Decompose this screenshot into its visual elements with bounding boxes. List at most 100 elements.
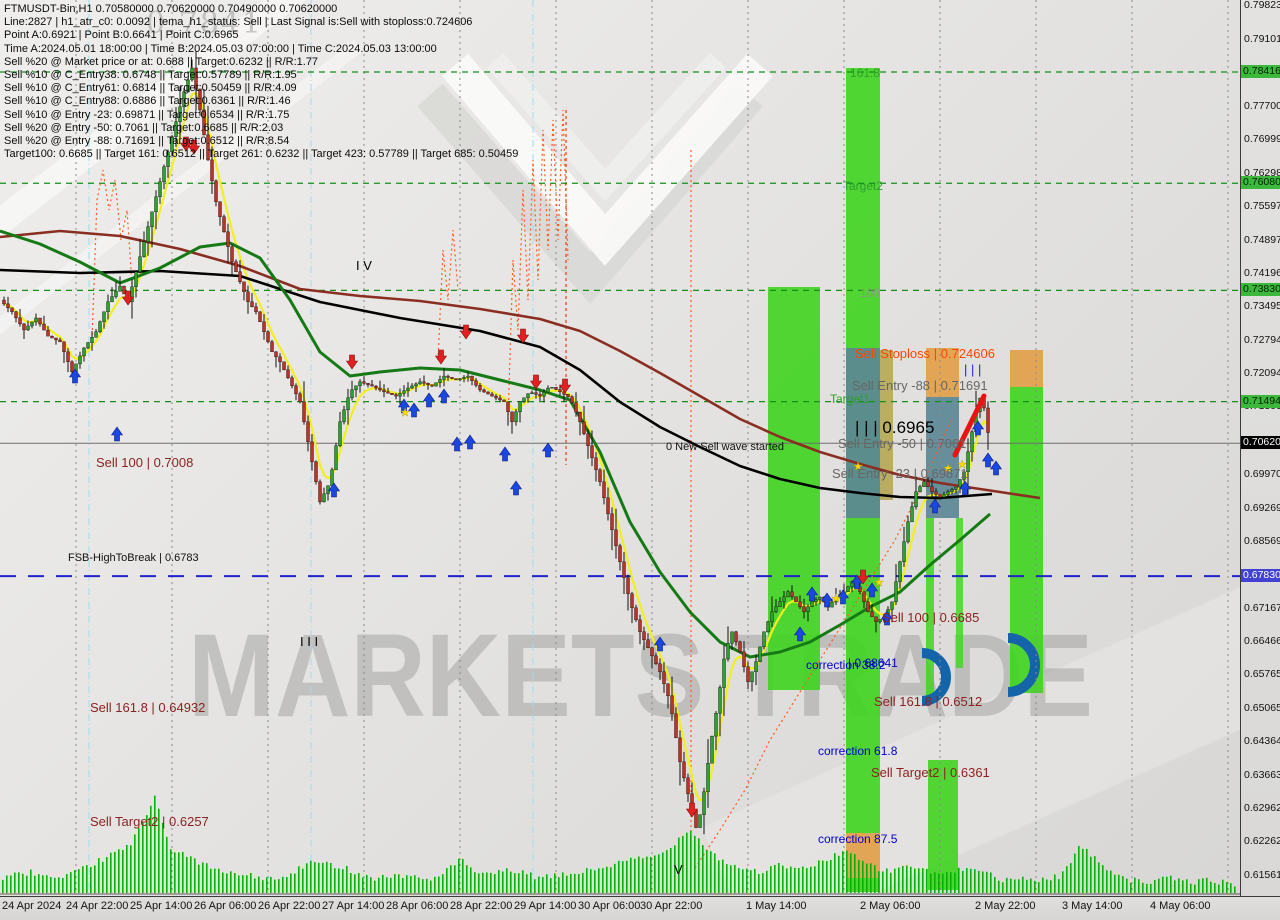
candle-body: [358, 381, 362, 387]
candle-body: [42, 323, 46, 331]
volume-bar: [702, 845, 704, 893]
volume-bar: [642, 858, 644, 893]
volume-bar: [910, 866, 912, 893]
volume-bar: [514, 873, 516, 893]
volume-bar: [1166, 876, 1168, 893]
volume-bar: [542, 877, 544, 893]
volume-bar: [1102, 865, 1104, 893]
candle-body: [182, 91, 186, 108]
info-line-7: Sell %10 @ C_Entry88: 0.6886 || Target:0…: [4, 95, 291, 108]
volume-bar: [70, 872, 72, 893]
candle-body: [314, 461, 318, 483]
volume-bar: [470, 867, 472, 893]
volume-bar: [798, 867, 800, 893]
volume-bar: [226, 873, 228, 893]
candle-body: [506, 401, 510, 413]
price-axis[interactable]: 0.79823 0.79101 0.77700 0.76999 0.76298 0.755…: [1240, 0, 1280, 920]
candle-body: [38, 317, 42, 325]
candle-body: [274, 351, 278, 358]
candle-body: [702, 791, 706, 815]
buy-arrow-icon: [928, 498, 942, 514]
volume-bar: [218, 868, 220, 893]
candle-body: [966, 451, 970, 473]
star-icon: ★: [874, 577, 884, 589]
volume-bar: [238, 875, 240, 893]
price-tick: 0.62262: [1244, 835, 1280, 848]
candle-body: [874, 616, 878, 623]
candle-body: [550, 387, 554, 389]
envelope-segment: [437, 229, 459, 361]
volume-bar: [698, 838, 700, 893]
vertical-gridlines: [75, 0, 1229, 893]
buy-arrow-icon: [450, 436, 464, 452]
volume-bar: [1054, 874, 1056, 893]
volume-bar: [930, 873, 932, 893]
volume-bar: [190, 856, 192, 893]
info-line-9: Sell %20 @ Entry -50: 0.7061 || Target:0…: [4, 121, 284, 134]
candle-body: [794, 596, 798, 603]
volume-bar: [18, 872, 20, 893]
volume-bar: [654, 855, 656, 893]
price-tick: 0.74196: [1244, 266, 1280, 279]
volume-bar: [758, 874, 760, 893]
candle-body: [234, 261, 238, 273]
candle-body: [546, 387, 550, 393]
volume-bar: [66, 874, 68, 893]
sell-arrow-icon: [856, 569, 870, 585]
candle-body: [718, 687, 722, 714]
volume-bar: [822, 860, 824, 893]
candle-body: [346, 397, 350, 411]
buy-arrow-icon: [498, 446, 512, 462]
candle-body: [230, 246, 234, 263]
volume-bar: [1146, 883, 1148, 893]
chart-canvas[interactable]: MARKETS TRADE ★★★★★ ★: [0, 0, 1240, 920]
candle-body: [778, 601, 782, 608]
candle-body: [670, 695, 674, 715]
candle-body: [630, 593, 634, 609]
candle-body: [382, 389, 386, 393]
volume-bar: [874, 865, 876, 893]
volume-bar: [994, 877, 996, 893]
volume-bar: [686, 832, 688, 893]
volume-bar: [234, 873, 236, 893]
background-decor: [0, 0, 1240, 920]
envelope-dotted-lines: [91, 109, 953, 869]
candle-body: [942, 494, 946, 498]
volume-bar: [734, 864, 736, 893]
volume-bar: [1234, 886, 1236, 893]
candle-body: [278, 356, 282, 363]
candle-body: [418, 381, 422, 385]
volume-bar: [1202, 878, 1204, 893]
volume-bar: [430, 880, 432, 893]
candle-body: [706, 763, 710, 793]
volume-bar: [166, 836, 168, 893]
volume-bar: [282, 876, 284, 893]
candle-body: [766, 621, 770, 633]
volume-bar: [1162, 876, 1164, 893]
candle-body: [790, 591, 794, 598]
volume-bar: [902, 865, 904, 893]
candle-body: [554, 387, 558, 390]
candle-body: [598, 469, 602, 483]
candle-body: [446, 375, 450, 378]
volume-bar: [630, 857, 632, 893]
candle-body: [566, 394, 570, 397]
volume-bar: [154, 795, 156, 893]
candle-body: [2, 299, 6, 305]
candle-body: [458, 378, 462, 381]
time-axis[interactable]: 24 Apr 2024 24 Apr 22:00 25 Apr 14:00 26 Ap…: [0, 896, 1280, 920]
zone-green: [928, 760, 958, 890]
volume-bar: [534, 879, 536, 893]
candle-body: [122, 285, 126, 295]
price-tick: 0.72794: [1244, 333, 1280, 346]
volume-bar: [574, 873, 576, 893]
volume-bar: [1198, 879, 1200, 893]
candle-body: [762, 631, 766, 648]
volume-bar: [1090, 856, 1092, 893]
volume-bar: [10, 875, 12, 893]
candle-body: [782, 596, 786, 603]
volume-bar: [906, 865, 908, 893]
candle-body: [638, 619, 642, 633]
volume-bar: [1226, 882, 1228, 893]
volume-bar: [210, 868, 212, 893]
